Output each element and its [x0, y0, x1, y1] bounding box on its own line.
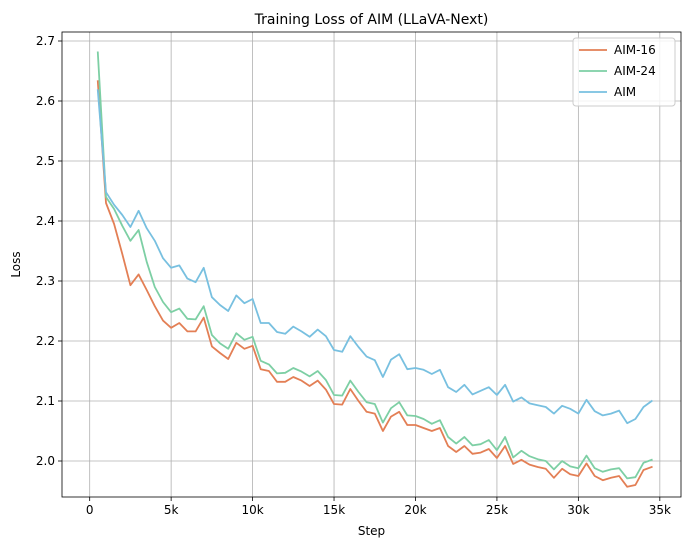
- y-tick-label: 2.6: [36, 94, 55, 108]
- y-tick-label: 2.0: [36, 454, 55, 468]
- series-layer: [96, 51, 653, 488]
- y-tick-label: 2.5: [36, 154, 55, 168]
- y-axis-label: Loss: [9, 251, 23, 277]
- legend-box: [572, 37, 676, 107]
- x-tick-label: 10k: [241, 503, 263, 517]
- grid: [62, 32, 681, 497]
- x-tick-label: 20k: [404, 503, 426, 517]
- x-tick-label: 0: [86, 503, 94, 517]
- legend-label: AIM-24: [614, 64, 656, 78]
- y-axis: 2.0 2.1 2.2 2.3 2.4 2.5 2.6 2.7: [36, 34, 62, 468]
- plot-frame: [61, 31, 682, 498]
- y-tick-label: 2.7: [36, 34, 55, 48]
- chart-title: Training Loss of AIM (LLaVA-Next): [254, 12, 489, 28]
- x-axis-label: Step: [358, 524, 385, 538]
- y-tick-label: 2.3: [36, 274, 55, 288]
- legend-label: AIM: [614, 85, 636, 99]
- series-line-aim-16: [96, 80, 653, 488]
- x-axis: 0 5k 10k 15k 20k 25k 30k 35k: [86, 497, 671, 517]
- x-tick-label: 25k: [486, 503, 508, 517]
- legend: AIM-16 AIM-24 AIM: [572, 37, 676, 107]
- x-tick-label: 30k: [567, 503, 589, 517]
- y-tick-label: 2.4: [36, 214, 55, 228]
- x-tick-label: 15k: [323, 503, 345, 517]
- x-tick-label: 35k: [649, 503, 671, 517]
- legend-label: AIM-16: [614, 43, 656, 57]
- y-tick-label: 2.2: [36, 334, 55, 348]
- y-tick-label: 2.1: [36, 394, 55, 408]
- series-line-aim-24: [96, 51, 653, 480]
- series-line-aim: [96, 89, 653, 425]
- x-tick-label: 5k: [164, 503, 179, 517]
